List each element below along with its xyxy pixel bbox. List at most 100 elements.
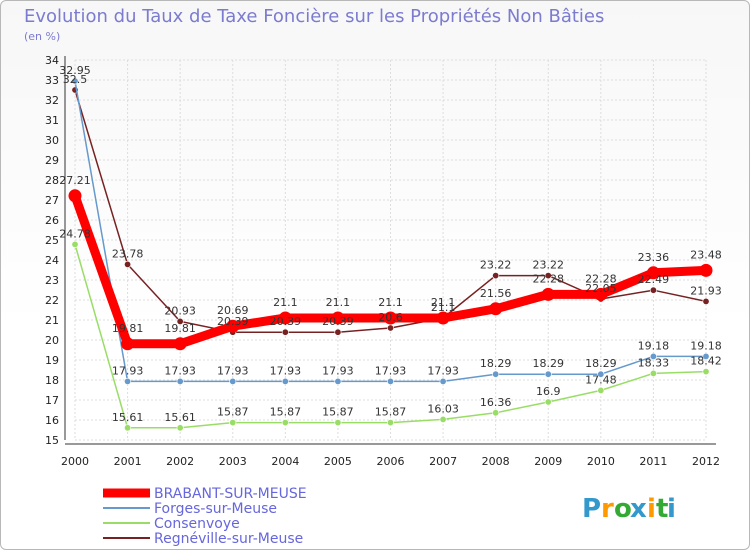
chart-subtitle: (en %) xyxy=(24,30,60,43)
data-label-2: 16.03 xyxy=(427,402,459,415)
data-point-1 xyxy=(439,377,447,385)
logo-letter: i xyxy=(667,494,676,524)
data-point-0 xyxy=(68,189,82,203)
y-tick-label: 23 xyxy=(45,274,59,287)
y-tick-label: 28 xyxy=(45,174,59,187)
y-tick-label: 32 xyxy=(45,94,59,107)
data-point-0 xyxy=(121,337,135,351)
y-tick-label: 34 xyxy=(45,54,59,67)
data-point-0 xyxy=(436,311,450,325)
data-point-2 xyxy=(649,369,657,377)
data-point-1 xyxy=(71,77,79,85)
data-point-1 xyxy=(176,377,184,385)
data-label-1: 32.95 xyxy=(59,64,91,77)
data-label-0: 22.28 xyxy=(585,272,617,285)
data-label-0: 27.21 xyxy=(59,174,91,187)
data-label-2: 18.42 xyxy=(690,355,722,368)
data-point-1 xyxy=(544,370,552,378)
x-tick-label: 2001 xyxy=(114,455,142,468)
data-point-2 xyxy=(281,419,289,427)
logo-letter: o xyxy=(614,494,632,524)
y-tick-label: 31 xyxy=(45,114,59,127)
data-point-2 xyxy=(71,240,79,248)
y-tick-label: 20 xyxy=(45,334,59,347)
data-label-1: 19.18 xyxy=(690,339,722,352)
y-tick-label: 27 xyxy=(45,194,59,207)
data-label-0: 19.81 xyxy=(164,322,196,335)
data-label-0: 21.1 xyxy=(378,296,403,309)
chart-title: Evolution du Taux de Taxe Foncière sur l… xyxy=(24,6,604,27)
data-point-0 xyxy=(541,287,555,301)
y-tick-label: 16 xyxy=(45,414,59,427)
data-label-3: 23.22 xyxy=(480,259,512,272)
data-point-0 xyxy=(173,337,187,351)
x-tick-label: 2002 xyxy=(166,455,194,468)
data-label-2: 18.33 xyxy=(638,356,670,369)
y-tick-label: 26 xyxy=(45,214,59,227)
logo-letter: P xyxy=(582,494,601,524)
legend-label: Regnéville-sur-Meuse xyxy=(154,531,303,547)
data-point-2 xyxy=(386,419,394,427)
y-tick-label: 21 xyxy=(45,314,59,327)
data-point-1 xyxy=(386,377,394,385)
data-label-3: 20.93 xyxy=(164,304,196,317)
data-label-2: 16.36 xyxy=(480,396,512,409)
data-point-0 xyxy=(699,263,713,277)
data-label-2: 15.87 xyxy=(270,406,302,419)
data-label-3: 20.6 xyxy=(378,311,403,324)
data-label-1: 17.93 xyxy=(112,364,144,377)
data-point-3 xyxy=(334,328,342,336)
data-point-2 xyxy=(334,419,342,427)
data-point-1 xyxy=(492,370,500,378)
data-point-2 xyxy=(124,424,132,432)
data-point-1 xyxy=(124,377,132,385)
data-label-2: 16.9 xyxy=(536,385,561,398)
data-label-1: 17.93 xyxy=(427,364,459,377)
data-point-3 xyxy=(386,324,394,332)
series-layer xyxy=(68,77,713,432)
data-point-0 xyxy=(646,266,660,280)
data-label-1: 19.18 xyxy=(638,339,670,352)
x-tick-label: 2009 xyxy=(534,455,562,468)
legend-label: BRABANT-SUR-MEUSE xyxy=(154,486,307,502)
data-point-0 xyxy=(594,287,608,301)
y-tick-label: 17 xyxy=(45,394,59,407)
data-point-1 xyxy=(649,352,657,360)
data-label-0: 21.56 xyxy=(480,287,512,300)
x-tick-label: 2005 xyxy=(324,455,352,468)
logo-letter: t xyxy=(656,494,668,524)
legend: BRABANT-SUR-MEUSEForges-sur-MeuseConsenv… xyxy=(103,486,307,547)
data-label-2: 15.87 xyxy=(375,406,407,419)
data-point-1 xyxy=(597,370,605,378)
x-tick-label: 2007 xyxy=(429,455,457,468)
data-label-1: 17.93 xyxy=(270,364,302,377)
data-point-3 xyxy=(492,272,500,280)
data-point-2 xyxy=(229,419,237,427)
data-point-1 xyxy=(229,377,237,385)
data-point-3 xyxy=(176,317,184,325)
y-tick-label: 25 xyxy=(45,234,59,247)
legend-label: Consenvoye xyxy=(154,516,240,532)
data-label-2: 17.48 xyxy=(585,373,617,386)
y-tick-label: 18 xyxy=(45,374,59,387)
data-label-3: 22.05 xyxy=(585,282,617,295)
data-label-0: 22.28 xyxy=(533,272,565,285)
data-label-0: 21.1 xyxy=(326,296,351,309)
data-label-2: 15.87 xyxy=(322,406,354,419)
data-point-2 xyxy=(492,409,500,417)
x-tick-label: 2006 xyxy=(377,455,405,468)
data-label-3: 32.5 xyxy=(63,73,88,86)
data-label-3: 23.22 xyxy=(533,259,565,272)
x-tick-label: 2011 xyxy=(639,455,667,468)
data-label-0: 19.81 xyxy=(112,322,144,335)
x-tick-label: 2010 xyxy=(587,455,615,468)
y-tick-label: 22 xyxy=(45,294,59,307)
data-label-0: 23.36 xyxy=(638,251,670,264)
y-tick-label: 15 xyxy=(45,434,59,447)
data-point-0 xyxy=(384,311,397,325)
data-point-2 xyxy=(439,415,447,423)
data-label-3: 20.39 xyxy=(322,315,354,328)
data-label-2: 15.87 xyxy=(217,406,249,419)
